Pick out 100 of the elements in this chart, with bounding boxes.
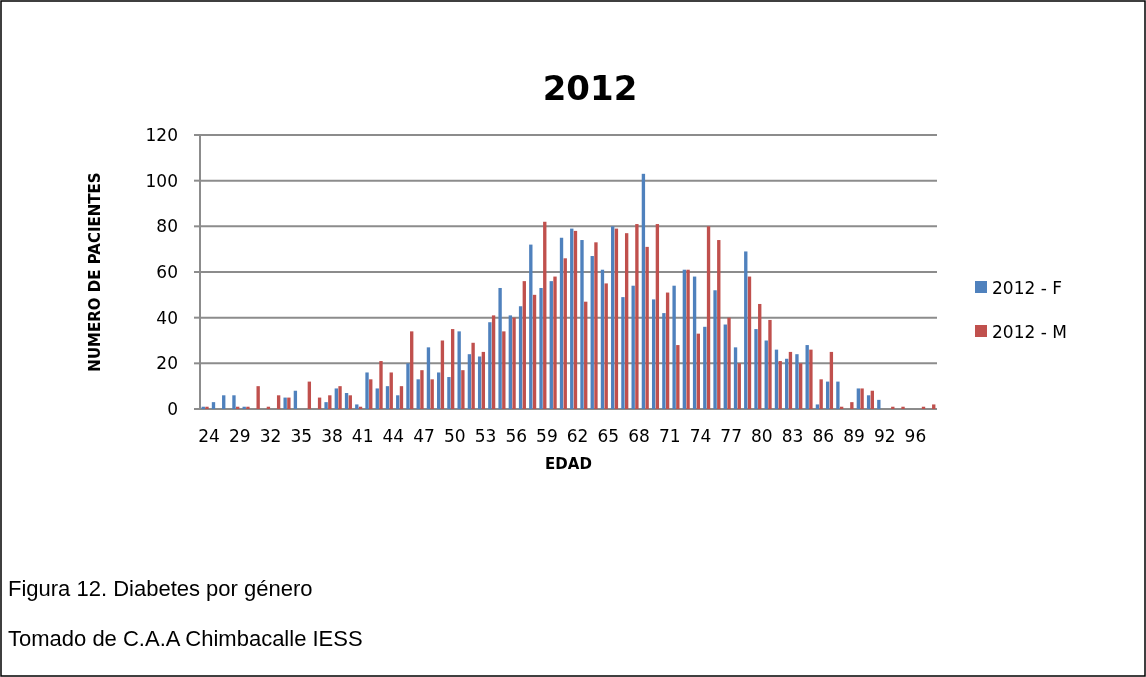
y-tick-label: 60 [156, 261, 178, 282]
bar [651, 299, 656, 409]
bar [385, 386, 390, 409]
bar [809, 349, 813, 409]
bar [768, 319, 772, 409]
bar [491, 315, 496, 409]
bar [703, 326, 707, 409]
bar [518, 306, 523, 409]
bar [676, 345, 680, 409]
bar [580, 240, 584, 409]
bar [461, 370, 465, 409]
bar [369, 379, 373, 409]
bar [901, 406, 905, 409]
bar [205, 406, 209, 409]
bar [655, 224, 660, 409]
bar [727, 317, 731, 409]
bar [539, 287, 543, 409]
bar [276, 395, 281, 409]
x-tick-label: 53 [474, 426, 497, 446]
bar [662, 313, 666, 409]
bar [737, 363, 741, 409]
bar [645, 246, 649, 409]
bar [334, 388, 338, 409]
bar [706, 226, 711, 409]
bar [430, 379, 434, 409]
x-tick-label: 83 [781, 426, 804, 446]
bar [733, 347, 738, 409]
x-tick-label: 68 [628, 426, 650, 446]
bar [287, 397, 291, 409]
bar [819, 379, 823, 409]
bar [502, 331, 506, 409]
x-axis-title: EDAD [545, 455, 592, 473]
bar [355, 404, 359, 409]
y-tick-label: 100 [145, 170, 178, 191]
x-tick-label: 77 [720, 426, 742, 446]
bar [389, 372, 393, 409]
bar [467, 354, 472, 409]
bar [805, 345, 809, 409]
x-tick-label: 41 [351, 426, 374, 446]
x-tick-label: 56 [505, 426, 528, 446]
bar [283, 397, 287, 409]
bar [396, 395, 400, 409]
x-tick-label: 29 [229, 426, 251, 446]
bar [795, 354, 799, 409]
x-tick-label: 80 [751, 426, 773, 446]
y-tick-label: 0 [167, 398, 178, 419]
bar [860, 388, 864, 409]
bar [328, 395, 332, 409]
bar [471, 342, 475, 409]
bar [522, 281, 526, 409]
bar [815, 404, 820, 409]
bar [256, 386, 260, 409]
bar [744, 251, 748, 409]
y-tick-label: 40 [156, 307, 178, 328]
bar [590, 256, 594, 409]
x-tick-label: 96 [904, 426, 927, 446]
bar [754, 329, 758, 409]
bar [866, 395, 871, 409]
x-tick-label: 89 [843, 426, 865, 446]
bar [713, 290, 717, 409]
y-axis-title: NUMERO DE PACIENTES [86, 172, 104, 372]
bar [604, 283, 608, 409]
x-tick-label: 86 [812, 426, 835, 446]
bar [222, 395, 226, 409]
bar [379, 361, 383, 409]
legend-label: 2012 - M [992, 321, 1067, 342]
bar [324, 402, 328, 409]
bar [232, 395, 236, 409]
bar [416, 379, 420, 409]
x-tick-label: 38 [321, 426, 343, 446]
y-tick-label: 20 [156, 353, 178, 374]
x-tick-label: 71 [658, 426, 681, 446]
text: Figura 12. Diabetes por género [8, 576, 313, 601]
bar [631, 285, 635, 409]
bar [406, 363, 410, 409]
bar [348, 395, 352, 409]
x-tick-label: 59 [536, 426, 558, 446]
bar [488, 322, 492, 409]
x-tick-label: 65 [597, 426, 620, 446]
bar [457, 331, 461, 409]
bar [508, 315, 513, 409]
bar [799, 363, 803, 409]
x-tick-label: 92 [873, 426, 896, 446]
bar [481, 351, 486, 409]
bar [836, 381, 840, 409]
bar [624, 233, 629, 409]
x-tick-label: 50 [443, 426, 466, 446]
bar [211, 402, 216, 409]
y-tick-label: 120 [145, 124, 178, 145]
x-tick-label: 47 [413, 426, 435, 446]
bar [365, 372, 369, 409]
bar [686, 269, 690, 409]
bar [512, 317, 516, 409]
x-tick-label: 44 [382, 426, 405, 446]
bar [594, 242, 598, 409]
bar [717, 240, 721, 409]
bar [375, 388, 379, 409]
bar [621, 297, 625, 409]
bar [635, 224, 639, 409]
bar [399, 386, 404, 409]
